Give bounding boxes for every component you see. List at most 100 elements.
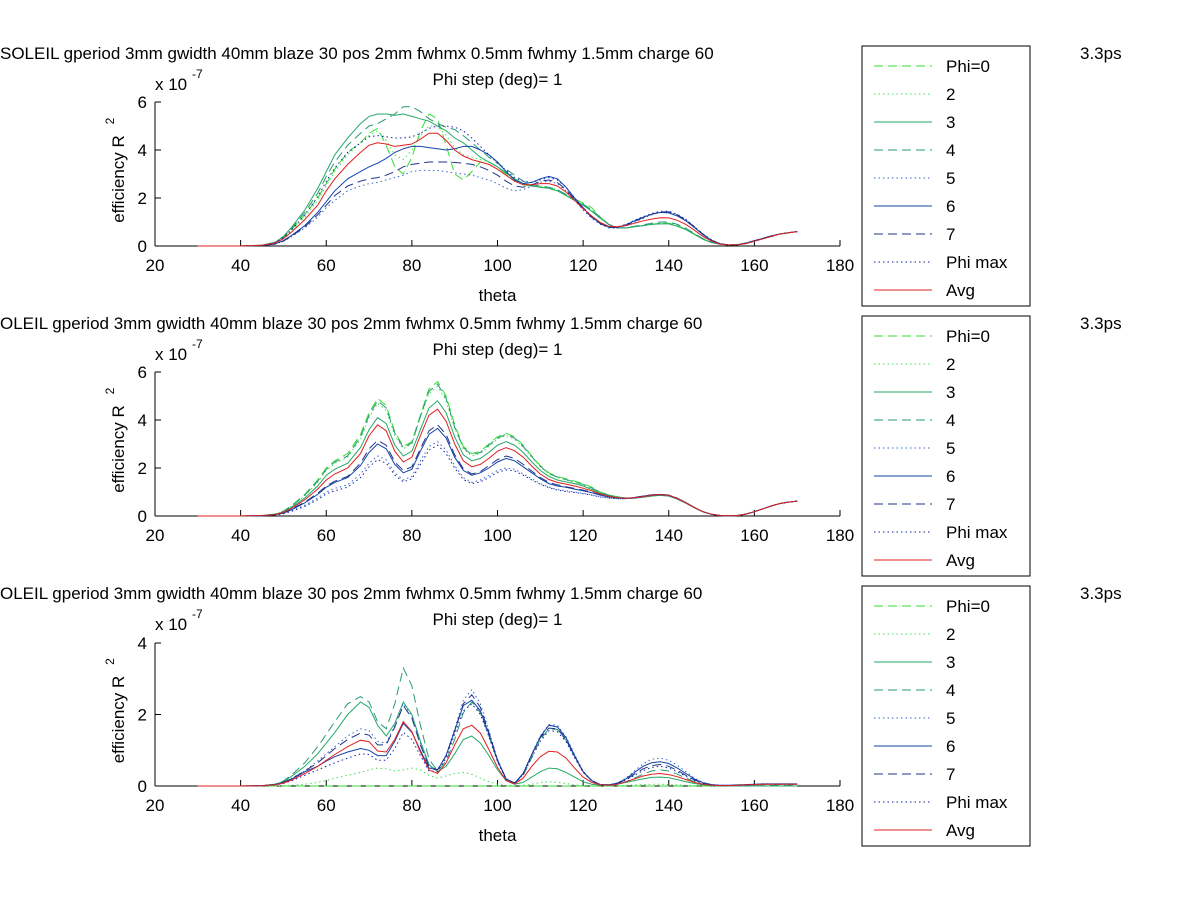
series-line-avg	[197, 408, 798, 517]
legend-label: 6	[946, 197, 955, 216]
x-tick-label: 180	[826, 526, 854, 545]
series-line-3	[197, 113, 798, 247]
y-tick-label: 0	[138, 237, 147, 256]
y-exponent-label: x 10	[155, 75, 187, 94]
legend-label: 4	[946, 681, 955, 700]
x-tick-label: 160	[740, 526, 768, 545]
x-tick-label: 120	[569, 796, 597, 815]
legend-label: Avg	[946, 281, 975, 300]
legend-label: 7	[946, 495, 955, 514]
series-line-phi-max	[197, 444, 798, 517]
legend-label: 2	[946, 85, 955, 104]
y-tick-label: 4	[138, 634, 147, 653]
chart-title: OLEIL gperiod 3mm gwidth 40mm blaze 30 p…	[0, 314, 702, 333]
x-tick-label: 60	[317, 526, 336, 545]
x-tick-label: 140	[655, 526, 683, 545]
legend-box	[861, 315, 1031, 577]
subplot-3: 20 40 60 80 100 120 140 160 180 0 2 4 x 10 -7 OLEIL gp…	[0, 584, 1122, 847]
y-tick-label: 4	[138, 141, 147, 160]
legend-label: 4	[946, 411, 955, 430]
legend-label: Phi=0	[946, 327, 990, 346]
x-tick-label: 20	[146, 796, 165, 815]
legend: Phi=0 2 3 4 5 6 7 Phi max Avg	[861, 585, 1031, 847]
x-tick-label: 20	[146, 526, 165, 545]
y-tick-label: 2	[138, 459, 147, 478]
x-tick-label: 20	[146, 256, 165, 275]
series-line-2	[197, 125, 798, 247]
series-line-7	[197, 161, 798, 247]
legend-label: 3	[946, 383, 955, 402]
series-line-phi-max	[197, 703, 798, 787]
x-tick-label: 140	[655, 256, 683, 275]
y-exponent-superscript: -7	[192, 607, 203, 621]
y-exponent-superscript: -7	[192, 67, 203, 81]
y-axis-label: efficiency R	[109, 676, 128, 764]
legend-label: Phi max	[946, 523, 1008, 542]
legend-label: 2	[946, 355, 955, 374]
series-line-avg	[197, 720, 798, 787]
subplot-1: 20 40 60 80 100 120 140 160 180 0 2 4 6 x 10 -7 SOLEIL …	[0, 44, 1122, 307]
x-tick-label: 80	[402, 256, 421, 275]
legend-label: 3	[946, 653, 955, 672]
x-tick-label: 120	[569, 526, 597, 545]
legend-label: Phi max	[946, 253, 1008, 272]
legend-label: 7	[946, 225, 955, 244]
series-line-2	[197, 767, 798, 787]
legend-label: Phi=0	[946, 597, 990, 616]
legend-label: Phi=0	[946, 57, 990, 76]
y-tick-label: 0	[138, 507, 147, 526]
legend: Phi=0 2 3 4 5 6 7 Phi max Avg	[861, 315, 1031, 577]
x-tick-label: 100	[483, 526, 511, 545]
legend-label: 5	[946, 439, 955, 458]
y-axis-label-superscript: 2	[103, 658, 117, 665]
y-axis-label: efficiency R	[109, 405, 128, 493]
legend-label: Avg	[946, 821, 975, 840]
y-tick-label: 2	[138, 189, 147, 208]
legend-label: 7	[946, 765, 955, 784]
chart-title-tail: 3.3ps	[1080, 44, 1122, 63]
series-line-5	[197, 440, 798, 517]
legend-label: 2	[946, 625, 955, 644]
x-tick-label: 80	[402, 796, 421, 815]
x-tick-label: 60	[317, 256, 336, 275]
y-axis-label-superscript: 2	[103, 387, 117, 394]
legend-label: 5	[946, 169, 955, 188]
y-exponent-label: x 10	[155, 345, 187, 364]
y-axis-label: efficiency R	[109, 135, 128, 223]
x-tick-label: 80	[402, 526, 421, 545]
x-tick-label: 140	[655, 796, 683, 815]
series-line-6	[197, 699, 798, 787]
x-tick-label: 60	[317, 796, 336, 815]
y-tick-label: 6	[138, 93, 147, 112]
y-axis-label-superscript: 2	[103, 117, 117, 124]
series-line-avg	[197, 132, 798, 247]
legend-label: 4	[946, 141, 955, 160]
series-line-4	[197, 383, 798, 517]
series-line-phi-max	[197, 125, 798, 247]
x-axis-label: theta	[479, 826, 517, 845]
x-tick-label: 100	[483, 796, 511, 815]
legend-label: 6	[946, 467, 955, 486]
chart-title: OLEIL gperiod 3mm gwidth 40mm blaze 30 p…	[0, 584, 702, 603]
chart-title: SOLEIL gperiod 3mm gwidth 40mm blaze 30 …	[0, 44, 714, 63]
legend-box	[861, 45, 1031, 307]
x-tick-label: 180	[826, 796, 854, 815]
series-line-phi-0	[197, 113, 798, 247]
y-exponent-label: x 10	[155, 615, 187, 634]
chart-title-tail: 3.3ps	[1080, 584, 1122, 603]
y-exponent-superscript: -7	[192, 337, 203, 351]
chart-subtitle: Phi step (deg)= 1	[433, 70, 563, 89]
series-line-5	[197, 688, 798, 787]
x-axis-label: theta	[479, 286, 517, 305]
x-tick-label: 40	[231, 526, 250, 545]
legend-label: Phi max	[946, 793, 1008, 812]
chart-title-tail: 3.3ps	[1080, 314, 1122, 333]
chart-subtitle: Phi step (deg)= 1	[433, 610, 563, 629]
x-tick-label: 120	[569, 256, 597, 275]
series-line-7	[197, 694, 798, 787]
x-tick-label: 100	[483, 256, 511, 275]
x-tick-label: 180	[826, 256, 854, 275]
legend: Phi=0 2 3 4 5 6 7 Phi max Avg	[861, 45, 1031, 307]
chart-subtitle: Phi step (deg)= 1	[433, 340, 563, 359]
y-tick-label: 2	[138, 706, 147, 725]
